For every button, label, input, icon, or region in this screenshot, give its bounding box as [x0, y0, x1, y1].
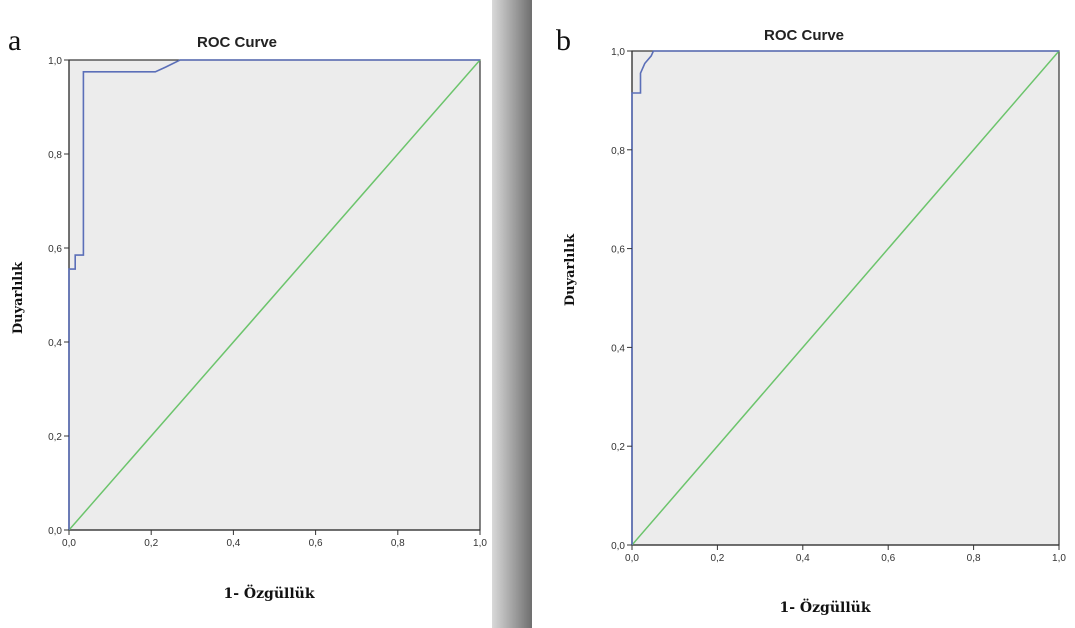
- x-tick-label: 0,6: [309, 538, 323, 549]
- x-tick-label: 0,8: [391, 538, 405, 549]
- x-axis-label-b: 1- Özgüllük: [779, 597, 870, 616]
- roc-curve-a: [68, 59, 480, 530]
- x-tick-label: 0,2: [144, 538, 158, 549]
- y-tick-label: 0,6: [611, 245, 625, 256]
- x-tick-label: 1,0: [473, 538, 487, 549]
- x-tick-label: 0,0: [625, 553, 639, 564]
- x-tick-label: 1,0: [1052, 553, 1066, 564]
- reference-line-a: [68, 59, 481, 531]
- roc-curve-b: [631, 50, 1059, 545]
- y-tick-label: 0,2: [611, 442, 625, 453]
- y-tick-label: 0,4: [611, 343, 625, 354]
- x-tick-label: 0,4: [226, 538, 240, 549]
- y-tick-label: 1,0: [48, 56, 62, 67]
- panel-divider: [492, 0, 532, 628]
- y-tick-label: 0,8: [48, 150, 62, 161]
- y-tick-label: 0,0: [48, 526, 62, 537]
- x-tick-label: 0,8: [967, 553, 981, 564]
- y-ticks-b: 0,0 0,2 0,4 0,6 0,8 1,0: [611, 47, 632, 552]
- roc-chart-b: b ROC Curve 0,0 0,2 0,4 0,6 0,8 1,0 0,0 …: [556, 24, 1066, 616]
- panel-letter-a: a: [8, 24, 21, 57]
- y-ticks-a: 0,0 0,2 0,4 0,6 0,8 1,0: [48, 56, 69, 537]
- x-ticks-a: 0,0 0,2 0,4 0,6 0,8 1,0: [62, 530, 487, 549]
- chart-title-b: ROC Curve: [764, 27, 844, 44]
- reference-line-b: [631, 50, 1060, 546]
- panel-letter-b: b: [556, 24, 571, 57]
- roc-chart-a: a ROC Curve 0,0 0,2 0,4 0,6 0,8 1,0 0,0 …: [8, 24, 487, 602]
- y-tick-label: 0,2: [48, 432, 62, 443]
- y-axis-label-a: Duyarlılık: [11, 261, 26, 334]
- y-tick-label: 1,0: [611, 47, 625, 58]
- y-tick-label: 0,4: [48, 338, 62, 349]
- x-axis-label-a: 1- Özgüllük: [223, 583, 314, 602]
- y-tick-label: 0,0: [611, 541, 625, 552]
- y-tick-label: 0,8: [611, 146, 625, 157]
- x-tick-label: 0,2: [710, 553, 724, 564]
- chart-title-a: ROC Curve: [197, 34, 277, 51]
- x-ticks-b: 0,0 0,2 0,4 0,6 0,8 1,0: [625, 545, 1066, 564]
- x-tick-label: 0,4: [796, 553, 810, 564]
- x-tick-label: 0,0: [62, 538, 76, 549]
- y-tick-label: 0,6: [48, 244, 62, 255]
- x-tick-label: 0,6: [881, 553, 895, 564]
- y-axis-label-b: Duyarlılık: [563, 233, 578, 306]
